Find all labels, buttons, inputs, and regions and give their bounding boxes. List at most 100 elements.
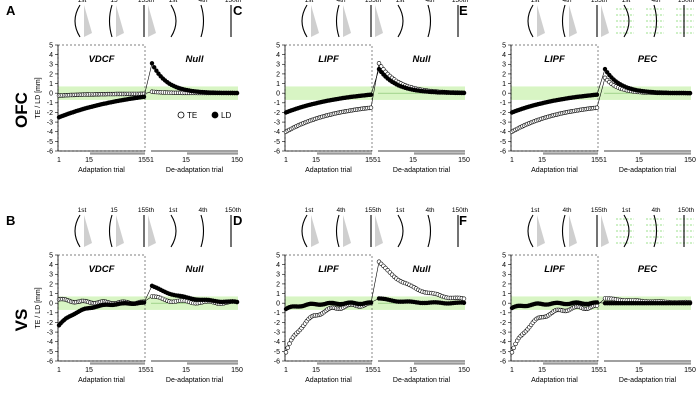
- y-tick-label: -6: [274, 358, 280, 365]
- thumbnail-label: 4th: [425, 207, 434, 214]
- trajectory-thumbnail: 155th: [591, 207, 609, 247]
- trajectory-thumbnail: 4th: [561, 0, 577, 38]
- thumbnail-label: 155th: [365, 0, 382, 4]
- thumbnail-label: 4th: [562, 207, 571, 214]
- data-point-ld: [594, 300, 600, 305]
- trajectory-curve: [108, 214, 113, 248]
- trajectory-thumbnail: 155th: [138, 0, 156, 37]
- trajectory-thumbnail: 155th: [365, 0, 383, 37]
- trajectory-curve: [653, 4, 658, 38]
- trajectory-curve: [108, 4, 113, 38]
- x-tick-label: 15: [85, 367, 93, 374]
- y-tick-label: 1: [49, 291, 53, 298]
- y-tick-label: 0: [502, 91, 506, 98]
- data-point-ld: [152, 65, 157, 70]
- x-tick-label: 1: [150, 157, 154, 164]
- thumbnail-label: 1st: [531, 0, 540, 4]
- trajectory-curve: [561, 214, 566, 248]
- force-field-shape: [569, 215, 577, 247]
- y-tick-label: 4: [49, 52, 53, 59]
- y-tick-label: -4: [500, 339, 506, 346]
- series-ld: [283, 296, 467, 312]
- y-tick-label: 2: [49, 281, 53, 288]
- force-field-shape: [84, 215, 92, 247]
- y-tick-label: 2: [49, 71, 53, 78]
- trajectory-thumbnail: 15: [108, 207, 124, 248]
- thumbnail-label: 155th: [138, 207, 155, 214]
- trajectory-thumbnail: 155th: [591, 0, 609, 37]
- data-point-te: [368, 105, 374, 110]
- trajectory-curve: [623, 214, 630, 248]
- x-tick-label: 15: [182, 367, 190, 374]
- condition-label-adapt: LIPF: [544, 264, 565, 275]
- y-tick-label: 4: [502, 262, 506, 269]
- condition-label-adapt: LIPF: [318, 54, 339, 65]
- data-point-ld: [141, 94, 147, 100]
- trajectory-thumbnail: 4th: [335, 0, 351, 38]
- trajectory-curve: [74, 214, 81, 248]
- trajectory-thumbnail: 150th: [452, 0, 469, 37]
- trajectory-thumbnail: 1st: [74, 207, 92, 248]
- force-field-shape: [375, 5, 383, 37]
- data-point-ld: [368, 92, 374, 97]
- series-ld: [56, 283, 240, 328]
- y-tick-label: 2: [276, 71, 280, 78]
- force-field-shape: [375, 215, 383, 247]
- condition-label-deadapt: Null: [413, 264, 431, 275]
- series-ld: [509, 300, 693, 311]
- x-tick-label: 150: [684, 157, 696, 164]
- force-field-shape: [116, 215, 124, 247]
- x-tick-label: 15: [635, 157, 643, 164]
- y-tick-label: 4: [49, 262, 53, 269]
- y-axis-label: TE / LD [mm]: [35, 77, 42, 118]
- y-tick-label: 4: [276, 262, 280, 269]
- x-tick-label: 1: [57, 157, 61, 164]
- data-point-te: [511, 345, 516, 351]
- trajectory-thumbnail: 1st: [301, 0, 319, 38]
- y-tick-label: -4: [47, 129, 53, 136]
- trajectory-curve: [527, 214, 534, 248]
- thumbnail-label: 1st: [531, 207, 540, 214]
- x-tick-label: 15: [538, 367, 546, 374]
- trajectory-thumbnail: 1st: [527, 207, 545, 248]
- force-field-shape: [343, 215, 351, 247]
- thumbnail-label: 15: [110, 0, 118, 4]
- trajectory-thumbnail: 150th: [452, 207, 469, 247]
- row-label-vs: VS: [12, 309, 31, 332]
- x-tick-label: 1: [510, 367, 514, 374]
- x-tick-label: 150: [684, 367, 696, 374]
- trajectory-curve: [561, 4, 566, 38]
- y-tick-label: -2: [500, 320, 506, 327]
- y-tick-label: 1: [276, 81, 280, 88]
- y-tick-label: -4: [274, 129, 280, 136]
- y-tick-label: -5: [47, 139, 53, 146]
- trajectory-curve: [397, 214, 404, 248]
- x-tick-label: 1: [284, 157, 288, 164]
- force-field-shape: [311, 215, 319, 247]
- x-tick-label: 1: [284, 367, 288, 374]
- x-tick-label: 155: [591, 157, 603, 164]
- row-label-ofc: OFC: [12, 92, 31, 128]
- thumbnail-label: 150th: [452, 207, 469, 214]
- trajectory-curve: [653, 214, 658, 248]
- x-label-deadapt: De-adaptation trial: [393, 377, 451, 384]
- trajectory-thumbnail: 1st: [169, 207, 178, 248]
- trajectory-thumbnail: 155th: [365, 207, 383, 247]
- trajectory-thumbnail: 150th: [676, 0, 695, 37]
- x-tick-label: 1: [603, 157, 607, 164]
- trajectory-curve: [170, 4, 177, 38]
- y-tick-label: -3: [274, 119, 280, 126]
- trajectory-curve: [170, 214, 177, 248]
- y-tick-label: -2: [274, 320, 280, 327]
- data-point-ld: [141, 300, 147, 305]
- condition-label-adapt: LIPF: [544, 54, 565, 65]
- x-tick-label: 155: [138, 367, 150, 374]
- y-tick-label: -5: [274, 349, 280, 356]
- thumbnail-label: 1st: [396, 207, 405, 214]
- condition-label-deadapt: Null: [413, 54, 431, 65]
